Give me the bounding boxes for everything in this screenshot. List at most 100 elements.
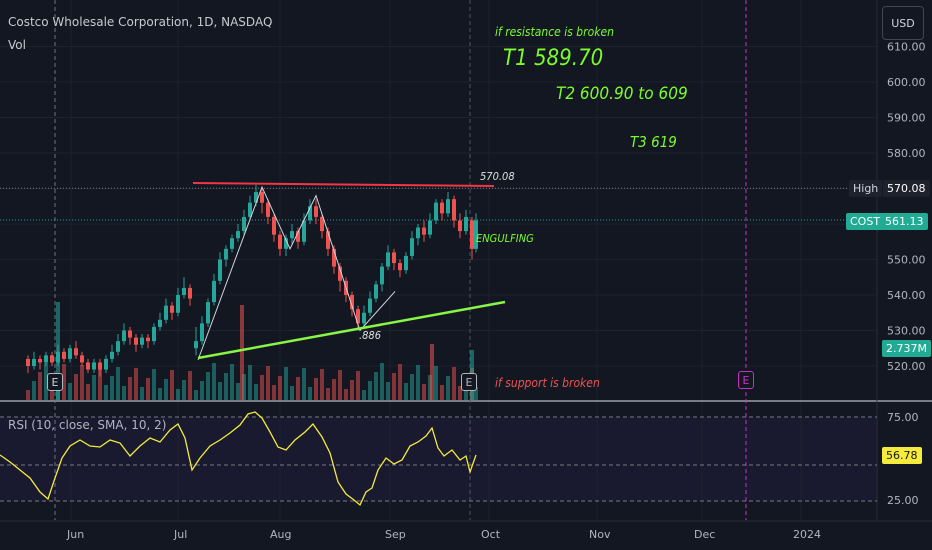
candle-body[interactable] — [458, 220, 462, 232]
candle-body[interactable] — [284, 238, 288, 249]
candle-body[interactable] — [326, 231, 330, 249]
candle-body[interactable] — [170, 305, 174, 313]
candle-body[interactable] — [62, 351, 66, 359]
candle-body[interactable] — [410, 238, 414, 256]
candle-body[interactable] — [260, 192, 264, 203]
candle-body[interactable] — [392, 252, 396, 264]
candle-body[interactable] — [362, 312, 366, 324]
candle-body[interactable] — [38, 358, 42, 363]
volume-bar — [374, 372, 378, 400]
resistance-trendline[interactable] — [192, 182, 495, 187]
candle-body[interactable] — [470, 220, 474, 249]
price-tick-label: 610.00 — [887, 41, 926, 54]
candle-body[interactable] — [80, 355, 84, 363]
earnings-badge-upcoming[interactable]: E — [738, 371, 754, 389]
candle-body[interactable] — [26, 358, 30, 366]
high-tag-value: 570.08 — [883, 180, 930, 197]
candle-body[interactable] — [194, 341, 198, 349]
rsi-indicator-label[interactable]: RSI (10, close, SMA, 10, 2) — [8, 418, 167, 432]
candle-body[interactable] — [404, 255, 408, 271]
currency-button[interactable]: USD — [882, 6, 924, 40]
candle-body[interactable] — [290, 231, 294, 239]
candle-body[interactable] — [416, 227, 420, 239]
candle-body[interactable] — [452, 199, 456, 221]
candle-body[interactable] — [164, 305, 168, 320]
candle-body[interactable] — [350, 295, 354, 310]
candle-body[interactable] — [86, 362, 90, 370]
volume-indicator-label[interactable]: Vol — [8, 38, 26, 52]
candle-body[interactable] — [146, 337, 150, 342]
candle-body[interactable] — [110, 351, 114, 359]
candle-body[interactable] — [32, 358, 36, 366]
candle-body[interactable] — [128, 330, 132, 338]
candle-body[interactable] — [68, 348, 72, 359]
candle-body[interactable] — [296, 231, 300, 242]
earnings-badge-recent[interactable]: E — [461, 373, 477, 391]
candle-body[interactable] — [188, 287, 192, 299]
candle-body[interactable] — [230, 238, 234, 249]
candle-body[interactable] — [266, 202, 270, 217]
candle-body[interactable] — [158, 319, 162, 327]
candle-body[interactable] — [242, 216, 246, 232]
candle-body[interactable] — [182, 287, 186, 295]
volume-bar — [176, 389, 180, 400]
resistance-level-label: 570.08 — [480, 170, 515, 183]
volume-bar — [266, 366, 270, 400]
candle-body[interactable] — [50, 355, 54, 363]
candle-body[interactable] — [320, 216, 324, 232]
volume-bar — [302, 368, 306, 400]
candle-body[interactable] — [74, 348, 78, 356]
volume-bar — [446, 376, 450, 400]
candle-body[interactable] — [368, 298, 372, 313]
volume-bar — [104, 385, 108, 400]
candle-body[interactable] — [200, 323, 204, 342]
candle-body[interactable] — [224, 248, 228, 260]
rsi-line[interactable] — [0, 411, 477, 507]
candle-body[interactable] — [104, 358, 108, 370]
candle-body[interactable] — [44, 355, 48, 363]
candle-body[interactable] — [116, 341, 120, 352]
candle-body[interactable] — [140, 337, 144, 345]
candle-body[interactable] — [464, 216, 468, 232]
rsi-tick-label: 75.00 — [887, 411, 919, 424]
candle-body[interactable] — [332, 248, 336, 267]
candle-body[interactable] — [236, 231, 240, 239]
candle-body[interactable] — [380, 266, 384, 285]
candle-body[interactable] — [356, 309, 360, 324]
candle-body[interactable] — [218, 259, 222, 281]
candle-body[interactable] — [254, 192, 258, 203]
candle-body[interactable] — [152, 326, 156, 342]
candle-body[interactable] — [302, 220, 306, 242]
candle-body[interactable] — [272, 216, 276, 235]
candle-body[interactable] — [386, 252, 390, 267]
candle-body[interactable] — [428, 220, 432, 235]
candle-body[interactable] — [122, 330, 126, 342]
candle-body[interactable] — [134, 337, 138, 345]
candle-body[interactable] — [314, 206, 318, 217]
support-trendline[interactable] — [197, 300, 506, 360]
candle-body[interactable] — [92, 362, 96, 370]
candle-body[interactable] — [278, 234, 282, 249]
time-axis-label: 2024 — [793, 528, 821, 541]
volume-bar — [164, 379, 168, 400]
candle-body[interactable] — [308, 206, 312, 221]
price-pane[interactable] — [0, 0, 877, 400]
time-axis-label: Dec — [694, 528, 715, 541]
candle-body[interactable] — [206, 302, 210, 324]
symbol-title[interactable]: Costco Wholesale Corporation, 1D, NASDAQ — [8, 15, 273, 29]
candle-body[interactable] — [422, 227, 426, 235]
candle-body[interactable] — [248, 202, 252, 217]
candle-body[interactable] — [212, 280, 216, 303]
candle-body[interactable] — [398, 263, 402, 271]
candle-body[interactable] — [440, 202, 444, 214]
candle-body[interactable] — [434, 202, 438, 221]
candle-body[interactable] — [98, 362, 102, 370]
candle-body[interactable] — [176, 295, 180, 313]
candle-body[interactable] — [338, 266, 342, 281]
candle-body[interactable] — [474, 220, 478, 249]
candle-body[interactable] — [446, 199, 450, 214]
earnings-badge-past[interactable]: E — [47, 373, 63, 391]
volume-bar — [386, 382, 390, 400]
candle-body[interactable] — [374, 284, 378, 299]
